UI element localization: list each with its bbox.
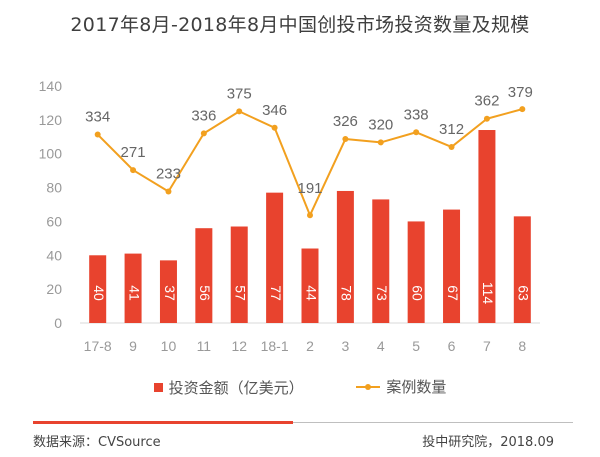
x-tick-label: 2	[306, 338, 314, 354]
legend-line-swatch	[356, 382, 381, 392]
x-tick-label: 9	[129, 338, 137, 354]
x-tick-label: 3	[341, 338, 349, 354]
x-tick-label: 4	[377, 338, 385, 354]
bar-value-label: 63	[516, 285, 532, 301]
data-source: 数据来源：CVSource	[33, 435, 161, 450]
y-tick-label: 80	[46, 180, 62, 196]
line-point	[236, 108, 243, 115]
line-point	[200, 130, 207, 137]
bar-value-label: 57	[233, 285, 249, 301]
y-tick-label: 120	[39, 112, 63, 128]
y-tick-label: 0	[54, 315, 62, 331]
y-tick-label: 40	[46, 247, 62, 263]
line-value-label: 271	[121, 144, 146, 161]
line-value-label: 375	[227, 85, 252, 102]
line-value-label: 312	[439, 121, 464, 138]
x-tick-label: 17-8	[84, 338, 112, 354]
bar-value-label: 78	[339, 285, 355, 301]
bar	[159, 260, 177, 323]
legend-item-bars: 投资金额（亿美元）	[153, 377, 304, 398]
bar	[195, 228, 213, 323]
legend-bar-label: 投资金额（亿美元）	[168, 378, 304, 397]
line-value-label: 346	[262, 102, 287, 119]
bar	[478, 130, 496, 323]
x-tick-label: 11	[197, 338, 212, 354]
chart-title: 2017年8月-2018年8月中国创投市场投资数量及规模	[70, 14, 530, 36]
x-tick-label: 10	[161, 338, 177, 354]
line-value-label: 379	[508, 84, 533, 101]
line-point	[165, 188, 172, 195]
bar-value-label: 73	[374, 285, 390, 301]
line-value-label: 233	[156, 166, 181, 183]
line-value-label: 338	[404, 106, 429, 123]
line-point	[448, 143, 455, 150]
x-tick-label: 8	[518, 338, 526, 354]
y-tick-label: 20	[46, 281, 62, 297]
bar	[336, 190, 354, 323]
bar	[301, 248, 319, 323]
bar	[124, 253, 142, 323]
legend-item-line: 案例数量	[356, 376, 446, 397]
line-point	[271, 124, 278, 131]
x-tick-label: 12	[231, 338, 247, 354]
line-point	[94, 131, 101, 138]
footer-accent-line	[33, 421, 293, 424]
legend-bar-swatch	[153, 382, 163, 392]
x-tick-label: 5	[412, 338, 420, 354]
y-tick-label: 100	[39, 146, 63, 162]
line-value-label: 362	[474, 93, 499, 110]
bar	[443, 209, 461, 323]
bar	[407, 221, 425, 323]
y-tick-label: 60	[46, 213, 62, 229]
bar-value-label: 60	[409, 285, 425, 301]
line-point	[483, 115, 490, 122]
bar-value-label: 40	[91, 285, 107, 301]
x-tick-label: 7	[483, 338, 491, 354]
x-tick-label: 18-1	[261, 338, 289, 354]
bar-value-label: 37	[162, 285, 178, 301]
legend-line-label: 案例数量	[386, 378, 447, 396]
bar	[230, 226, 248, 323]
legend: 投资金额（亿美元） 案例数量	[0, 376, 600, 398]
credit-text: 投中研究院，2018.09	[422, 435, 554, 450]
line-point	[377, 139, 384, 146]
line-point	[519, 106, 526, 113]
line-value-label: 334	[85, 109, 110, 126]
line-point	[307, 212, 313, 219]
line-point	[130, 167, 137, 174]
line-point	[413, 129, 420, 136]
footer-divider	[293, 422, 573, 423]
bar-value-label: 67	[445, 285, 461, 301]
x-tick-label: 6	[448, 338, 456, 354]
bar	[266, 192, 284, 323]
bar-value-label: 41	[126, 285, 142, 301]
bar	[372, 199, 390, 323]
y-tick-label: 140	[39, 78, 63, 94]
bar-value-label: 44	[303, 285, 319, 301]
line-value-label: 326	[333, 113, 358, 130]
bar	[513, 216, 531, 323]
bar-value-label: 114	[480, 282, 496, 305]
bar-value-label: 56	[197, 285, 213, 301]
bar	[89, 255, 107, 323]
line-value-label: 320	[368, 116, 393, 133]
bar-value-label: 77	[268, 285, 284, 301]
line-value-label: 191	[297, 180, 322, 197]
line-value-label: 336	[191, 107, 216, 124]
line-point	[342, 136, 349, 143]
